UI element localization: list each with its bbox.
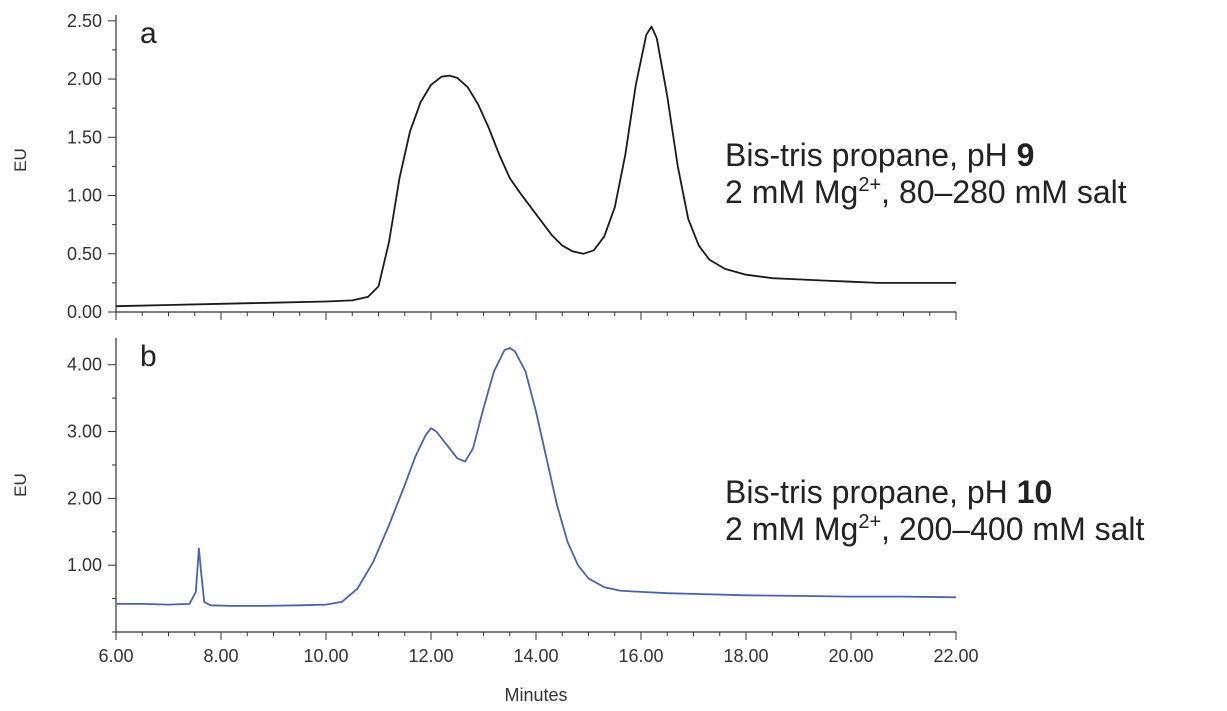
x-tick-label: 22.00 (933, 646, 978, 666)
panel-label: a (140, 17, 157, 50)
x-axis-title: Minutes (504, 685, 567, 705)
annotation-ph-value: 9 (1017, 137, 1035, 173)
x-tick-label: 16.00 (618, 646, 663, 666)
annotation-charge-superscript: 2+ (858, 174, 881, 196)
annotation-conditions: 2 mM Mg2+, 80–280 mM salt (725, 174, 1127, 210)
annotation-mg-text: 2 mM Mg (725, 174, 858, 210)
annotation-salt-text: , 200–400 mM salt (881, 511, 1144, 547)
x-tick-label: 20.00 (828, 646, 873, 666)
y-tick-label: 2.50 (67, 11, 102, 31)
x-tick-label: 6.00 (98, 646, 133, 666)
annotation-salt-text: , 80–280 mM salt (881, 174, 1127, 210)
x-tick-label: 12.00 (408, 646, 453, 666)
series-line (115, 25, 956, 308)
chart-panel-a: 0.00 0.50 1.00 1.50 2.00 2.50 EU a Bis-tris prop… (11, 11, 1127, 322)
annotation-buffer: Bis-tris propane, pH 9 (725, 137, 1034, 173)
y-tick-label: 0.50 (67, 244, 102, 264)
series-line (116, 347, 957, 607)
annotation-conditions: 2 mM Mg2+, 200–400 mM salt (725, 511, 1145, 547)
y-axis-title: EU (11, 148, 30, 172)
y-tick-label: 2.00 (67, 69, 102, 89)
x-tick-label: 8.00 (203, 646, 238, 666)
y-tick-label: 1.00 (67, 555, 102, 575)
y-tick-label: 4.00 (67, 355, 102, 375)
y-tick-label: 1.50 (67, 127, 102, 147)
y-tick-label: 1.00 (67, 186, 102, 206)
y-tick-label: 0.00 (67, 302, 102, 322)
annotation-ph-value: 10 (1017, 474, 1053, 510)
chart-panel-b: 1.00 2.00 3.00 4.00 6.00 8.00 10.00 12.00 14.00 1… (11, 338, 1145, 705)
panel-label: b (140, 340, 157, 373)
annotation-buffer-text: Bis-tris propane, pH (725, 137, 1017, 173)
annotation-charge-superscript: 2+ (858, 511, 881, 533)
annotation-buffer-text: Bis-tris propane, pH (725, 474, 1017, 510)
annotation-buffer: Bis-tris propane, pH 10 (725, 474, 1052, 510)
x-tick-label: 18.00 (723, 646, 768, 666)
x-tick-label: 10.00 (303, 646, 348, 666)
y-axis-title: EU (11, 473, 30, 497)
annotation-mg-text: 2 mM Mg (725, 511, 858, 547)
y-tick-label: 3.00 (67, 422, 102, 442)
x-tick-label: 14.00 (513, 646, 558, 666)
y-tick-label: 2.00 (67, 488, 102, 508)
